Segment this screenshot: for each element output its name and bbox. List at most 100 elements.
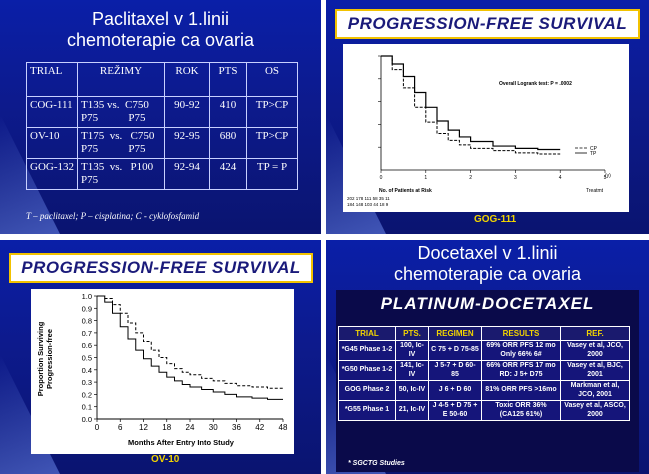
header-regimen: REGIMEN <box>428 326 482 341</box>
cell-trial: OV-10 <box>26 127 78 159</box>
x-tick-label: 6 <box>118 423 123 432</box>
cell-regimen: C 75 + D 75-85 <box>428 340 482 361</box>
risk-row: 202 178 111 58 35 11 <box>347 196 390 201</box>
chart-caption: GOG-111 <box>474 214 517 225</box>
cell-trial: GOG-132 <box>26 158 78 190</box>
header-year: ROK <box>164 62 210 97</box>
regimen-line: P75 <box>81 174 99 186</box>
cell-regimen: T175 vs. C750 P75 P75 <box>77 127 165 159</box>
y-tick-label: 1.0 <box>82 292 92 301</box>
x-tick-label: 0 <box>380 175 383 181</box>
slide-title: Paclitaxel v 1.linii chemoterapie ca ova… <box>0 9 321 51</box>
cell-year: 92-95 <box>164 127 210 159</box>
cell-regimen: T135 vs. P100 P75 <box>77 158 165 190</box>
title-line-2: chemoterapie ca ovaria <box>393 264 582 284</box>
y-tick-label: 0.2 <box>82 390 92 399</box>
cell-pts: 141, Ic-IV <box>395 360 429 381</box>
table-row: OV-10 T175 vs. C750 P75 P75 92-95 680 TP>… <box>26 127 298 159</box>
x-tick-label: 3 <box>514 175 517 181</box>
y-tick-label: 0.1 <box>82 403 92 412</box>
x-tick-label: 12 <box>139 423 148 432</box>
x-label: Treatmt <box>586 188 604 194</box>
cell-ref: Vasey et al, BJC, 2001 <box>560 360 630 381</box>
cell-ref: Vasey et al, JCO, 2000 <box>560 340 630 361</box>
y-label-line-2: Progression-free <box>45 329 54 389</box>
x-tick-label: 48 <box>279 423 288 432</box>
cell-os: TP>CP <box>246 127 298 159</box>
cell-regimen: J 6 + D 60 <box>428 380 482 401</box>
header-ref: REF. <box>560 326 630 341</box>
x-tick-label: 30 <box>209 423 218 432</box>
slide-title: Docetaxel v 1.linii chemoterapie ca ovar… <box>326 243 649 285</box>
table-row: GOG Phase 2 50, Ic-IV J 6 + D 60 81% ORR… <box>338 380 630 401</box>
cell-trial: *G50 Phase 1-2 <box>338 360 396 381</box>
slide-pfs-ov10: PROGRESSION-FREE SURVIVAL 0 6 12 18 24 30 36 42… <box>0 240 321 474</box>
x-tick-label: 36 <box>232 423 241 432</box>
km-chart-ov10: 0 6 12 18 24 30 36 42 48 1.0 0.9 0.8 0.7 0.6 0.5 0.4 0.3… <box>36 292 288 447</box>
y-tick-label: 0.4 <box>82 366 92 375</box>
legend-label: TP <box>590 151 597 157</box>
series-line-tp <box>381 55 561 151</box>
paclitaxel-table: TRIAL REŽIMY ROK PTS OS COG-111 T135 vs.… <box>26 62 298 190</box>
regimen-line: P75 P75 <box>81 143 146 155</box>
cell-pts: 424 <box>209 158 247 190</box>
cell-year: 92-94 <box>164 158 210 190</box>
docetaxel-table: TRIAL PTS. REGIMEN RESULTS REF. *G45 Pha… <box>338 326 630 421</box>
y-label-line-1: Proportion Surviving <box>36 321 45 396</box>
title-line-1: Paclitaxel v 1.linii <box>91 9 230 29</box>
y-tick-label: 0.6 <box>82 341 92 350</box>
header-os: OS <box>246 62 298 97</box>
series-line-dashed <box>97 295 283 389</box>
cell-ref: Vasey et al, ASCO, 2000 <box>560 400 630 421</box>
cell-results: 66% ORR PFS 17 mo RD: J 5+ D75 <box>481 360 561 381</box>
regimen-line: P75 P75 <box>81 112 146 124</box>
y-tick-label: 0.8 <box>82 317 92 326</box>
y-tick-label: 0.0 <box>82 415 92 424</box>
table-header-row: TRIAL REŽIMY ROK PTS OS <box>26 62 298 97</box>
cell-pts: 680 <box>209 127 247 159</box>
cell-trial: *G45 Phase 1-2 <box>338 340 396 361</box>
risk-label: No. of Patients at Risk <box>379 188 432 194</box>
chart-caption: OV-10 <box>151 454 180 465</box>
cell-regimen: T135 vs. C750 P75 P75 <box>77 96 165 128</box>
table-row: *G45 Phase 1-2 100, Ic-IV C 75 + D 75-85… <box>338 340 630 361</box>
table-header-row: TRIAL PTS. REGIMEN RESULTS REF. <box>338 326 630 341</box>
header-trial: TRIAL <box>338 326 396 341</box>
logrank-text: Overall Logrank test: P = .0002 <box>499 81 572 87</box>
x-tick-label: 1 <box>424 175 427 181</box>
cell-pts: 21, Ic-IV <box>395 400 429 421</box>
series-line-cp <box>381 55 561 155</box>
chart-marks <box>97 295 283 400</box>
x-tick-label: 18 <box>162 423 171 432</box>
regimen-line: T135 vs. C750 <box>81 99 149 111</box>
cell-results: 81% ORR PFS >16mo <box>481 380 561 401</box>
cell-regimen: J 4-5 + D 75 + E 50-60 <box>428 400 482 421</box>
cell-os: TP = P <box>246 158 298 190</box>
regimen-line: T175 vs. C750 <box>81 130 155 142</box>
cell-os: TP>CP <box>246 96 298 128</box>
cell-year: 90-92 <box>164 96 210 128</box>
y-tick-label: 0.9 <box>82 304 92 313</box>
cell-results: 69% ORR PFS 12 mo Only 66% 6# <box>481 340 561 361</box>
cell-pts: 100, Ic-IV <box>395 340 429 361</box>
cell-trial: GOG Phase 2 <box>338 380 396 401</box>
cell-trial: COG-111 <box>26 96 78 128</box>
cell-ref: Markman et al, JCO, 2001 <box>560 380 630 401</box>
slide-paclitaxel: Paclitaxel v 1.linii chemoterapie ca ova… <box>0 0 321 234</box>
y-tick-label: 0.3 <box>82 378 92 387</box>
chart-axes: 0 6 12 18 24 30 36 42 48 1.0 0.9 0.8 0.7 0.6 0.5 0.4 0.3… <box>82 292 288 432</box>
regimen-line: T135 vs. P100 <box>81 161 154 173</box>
x-tick-label: 2 <box>469 175 472 181</box>
cell-results: Toxic ORR 36% (CA125 61%) <box>481 400 561 421</box>
x-tick-label: 4 <box>559 175 562 181</box>
x-tick-label: 5 <box>604 175 607 181</box>
header-pts: PTS <box>209 62 247 97</box>
chart-ov10: 0 6 12 18 24 30 36 42 48 1.0 0.9 0.8 0.7 0.6 0.5 0.4 0.3… <box>31 289 294 454</box>
risk-row: 184 148 103 44 18 9 <box>347 202 389 207</box>
chart-gog111: 0 1 2 3 4 5 CP TP Overall Logrank test: P = .0… <box>343 44 629 212</box>
slide-docetaxel: Docetaxel v 1.linii chemoterapie ca ovar… <box>326 240 649 474</box>
x-unit: (y) <box>605 173 611 179</box>
x-tick-label: 24 <box>186 423 195 432</box>
